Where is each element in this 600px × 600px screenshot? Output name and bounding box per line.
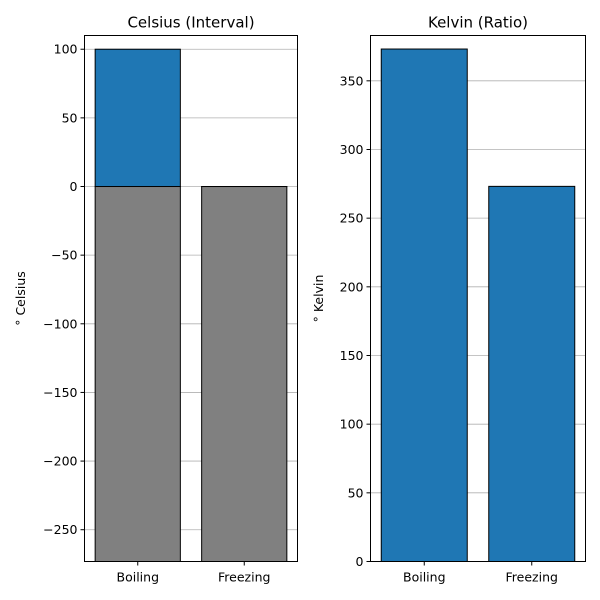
kelvin-ytick-label: 50 (348, 485, 364, 500)
celsius-axes-frame (84, 35, 298, 562)
kelvin-chart-title: Kelvin (Ratio) (428, 14, 528, 32)
kelvin-ytick-label: 100 (340, 417, 364, 432)
kelvin-xtick-label: Boiling (403, 570, 446, 585)
kelvin-ytick-label: 250 (340, 211, 364, 226)
kelvin-bar-freezing (488, 185, 576, 562)
kelvin-ytick-label: 150 (340, 348, 364, 363)
kelvin-ytick-label: 350 (340, 73, 364, 88)
celsius-bar-boiling (94, 48, 181, 188)
kelvin-bar-boiling (380, 48, 468, 563)
celsius-ytick-label: 100 (54, 42, 78, 57)
celsius-chart-title: Celsius (Interval) (127, 14, 254, 32)
celsius-background-bar-boiling (94, 186, 181, 562)
kelvin-ytick-label: 200 (340, 279, 364, 294)
kelvin-ytick-label: 300 (340, 142, 364, 157)
celsius-ytick-label: −100 (43, 316, 77, 331)
celsius-ytick-label: 50 (62, 110, 78, 125)
celsius-xtick-label: Freezing (218, 570, 270, 585)
kelvin-y-axis-label: ° Kelvin (311, 275, 326, 323)
kelvin-axes-frame (370, 35, 586, 562)
celsius-ytick-label: −250 (43, 522, 77, 537)
celsius-ytick-label: −200 (43, 454, 77, 469)
celsius-background-bar-freezing (201, 186, 288, 562)
kelvin-xtick-label: Freezing (506, 570, 558, 585)
celsius-xtick-label: Boiling (117, 570, 160, 585)
celsius-ytick-label: −150 (43, 385, 77, 400)
kelvin-ytick-label: 0 (356, 554, 364, 569)
celsius-panel: 100 50 0 −50 −100 −150 −200 −250 Boiling Freezing… (13, 14, 298, 585)
celsius-y-axis-label: ° Celsius (13, 271, 28, 326)
celsius-ytick-label: −50 (51, 248, 77, 263)
celsius-ytick-label: 0 (70, 179, 78, 194)
kelvin-panel: 0 50 100 150 200 250 300 350 Boiling Freezing Kelv… (311, 14, 586, 585)
